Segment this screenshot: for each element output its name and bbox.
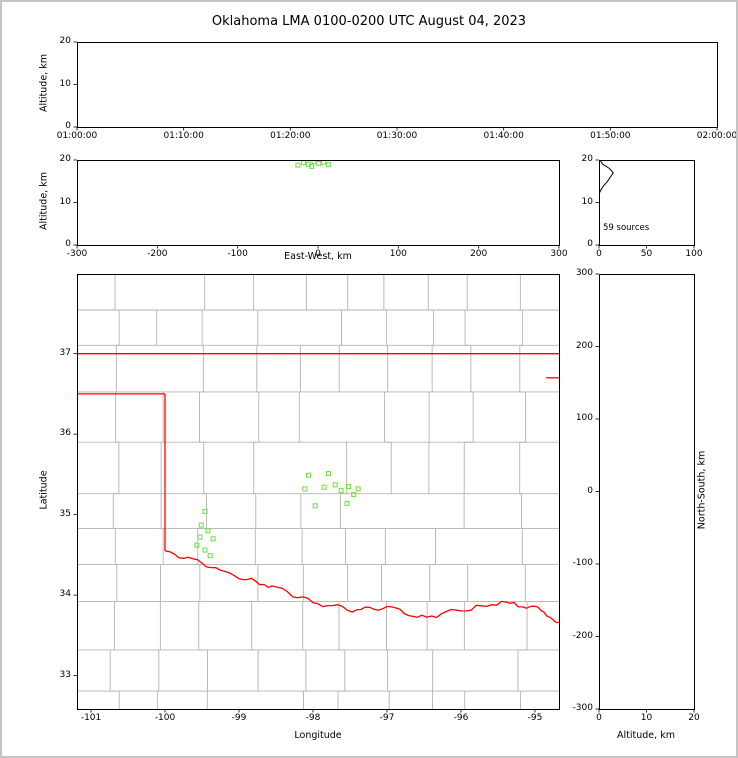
state-borders	[77, 353, 559, 624]
latitude-axis-tick-label: 37	[59, 347, 71, 358]
latitude-axis-tick-label: 33	[59, 669, 71, 680]
altitude-axis-tick-label: 0	[587, 239, 593, 249]
altitude-axis-tick-label: 10	[581, 196, 593, 207]
plot-title: Oklahoma LMA 0100-0200 UTC August 04, 20…	[211, 14, 527, 29]
lma-source-point	[338, 487, 344, 494]
longitude-axis-tick-label: -101	[80, 713, 102, 723]
longitude-axis-tick-label: -95	[527, 713, 543, 723]
ew-height-x-axis-label: East-West, km	[284, 251, 352, 262]
lma-source-point	[300, 160, 307, 166]
source-count-axis-tick-label: 100	[685, 249, 703, 259]
lma-source-point	[309, 163, 315, 169]
longitude-axis-tick-label: -99	[231, 713, 247, 723]
lma-source-point	[202, 547, 208, 553]
altitude-axis-tick-label: 10	[59, 196, 71, 207]
lma-source-point	[325, 162, 331, 168]
north-south-axis-tick-label: -300	[572, 703, 593, 713]
lma-source-point	[351, 491, 357, 498]
latitude-axis-tick-label: 35	[59, 508, 71, 519]
time-axis-tick-label: 01:20:00	[270, 131, 311, 141]
lma-source-point	[194, 542, 200, 548]
lma-source-point	[210, 536, 216, 542]
county-borders	[77, 274, 559, 709]
time-axis-tick-label: 02:00:00	[696, 131, 738, 141]
altitude-axis-tick-label: 20	[688, 713, 700, 723]
latitude-axis-tick-label: 36	[59, 428, 71, 439]
north-south-axis-tick-label: 100	[575, 413, 593, 423]
source-count-axis-tick-label: 0	[596, 249, 602, 259]
tick-marks	[73, 41, 718, 713]
north-south-axis-tick-label: -200	[572, 630, 593, 641]
lma-source-point	[198, 522, 204, 528]
lma-source-point	[197, 534, 203, 540]
altitude-axis-tick-label: 10	[59, 78, 71, 89]
east-west-axis-tick-label: -200	[147, 249, 168, 259]
altitude-axis-tick-label: 0	[65, 121, 71, 131]
source-count-annotation: 59 sources	[603, 223, 650, 233]
plan-view-x-axis-label: Longitude	[294, 730, 342, 741]
east-west-axis-tick-label: 0	[315, 249, 321, 259]
north-south-axis-tick-label: 0	[587, 485, 593, 496]
longitude-axis-tick-label: -100	[154, 713, 176, 723]
east-west-axis-tick-label: 300	[550, 249, 568, 259]
altitude-axis-tick-label: 20	[59, 36, 71, 46]
lma-source-point	[332, 482, 338, 488]
north-south-axis-tick-label: -100	[572, 558, 593, 568]
lma-source-point	[344, 500, 350, 506]
lma-source-point	[207, 553, 213, 559]
lma-source-point	[345, 483, 352, 490]
north-south-axis-tick-label: 200	[575, 340, 593, 351]
ns-height-x-axis-label: Altitude, km	[617, 730, 675, 741]
lma-source-point	[316, 160, 322, 166]
lma-source-point	[306, 472, 312, 478]
longitude-axis-tick-label: -97	[379, 713, 395, 723]
altitude-axis-tick-label: 20	[581, 154, 593, 164]
altitude-axis-tick-label: 0	[65, 239, 71, 249]
lma-source-point	[205, 528, 211, 534]
lma-source-point	[311, 160, 317, 165]
lma-source-point	[325, 471, 332, 477]
time-axis-tick-label: 01:10:00	[163, 131, 204, 141]
plan-view-y-axis-label: Latitude	[38, 470, 50, 510]
altitude-axis-tick-label: 20	[59, 154, 71, 164]
time-axis-tick-label: 01:50:00	[590, 131, 631, 141]
time-axis-tick-label: 01:40:00	[483, 131, 524, 141]
latitude-axis-tick-label: 34	[59, 589, 71, 600]
east-west-axis-tick-label: -100	[227, 249, 248, 259]
lma-source-point	[355, 486, 361, 492]
east-west-axis-tick-label: -300	[66, 249, 88, 259]
time-axis-tick-label: 01:30:00	[376, 131, 418, 141]
east-west-axis-tick-label: 200	[470, 249, 488, 259]
panel-frames	[77, 42, 718, 710]
source-count-axis-tick-label: 50	[640, 249, 653, 259]
red-river-border	[164, 550, 559, 624]
lma-source-point	[295, 162, 301, 168]
longitude-axis-tick-label: -96	[453, 713, 469, 723]
time-axis-tick-label: 01:00:00	[56, 131, 98, 141]
altitude-histogram-profile	[599, 160, 614, 195]
lma-sources-plan	[194, 471, 361, 559]
north-south-axis-tick-label: 300	[575, 268, 593, 278]
ns-height-y-axis-label: North-South, km	[696, 450, 708, 530]
lma-sources-ew-height	[295, 160, 331, 169]
longitude-axis-tick-label: -98	[305, 713, 321, 723]
altitude-axis-tick-label: 0	[596, 713, 602, 723]
altitude-axis-tick-label: 10	[640, 713, 653, 723]
lma-source-point	[312, 503, 318, 509]
lma-source-point	[202, 508, 208, 514]
east-west-axis-tick-label: 100	[389, 249, 407, 259]
lma-source-point	[321, 484, 327, 490]
lma-source-point	[302, 486, 308, 492]
